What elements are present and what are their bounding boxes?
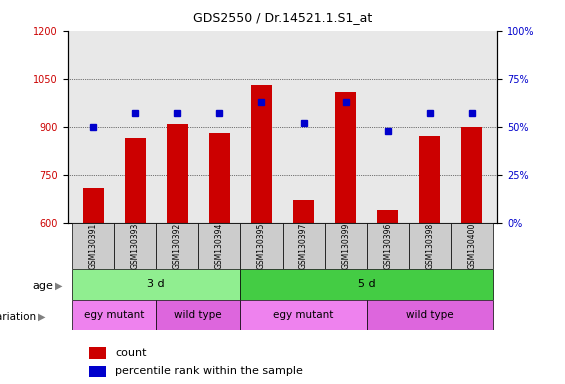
Bar: [377, 210, 398, 223]
FancyBboxPatch shape: [367, 223, 409, 269]
Text: wild type: wild type: [175, 310, 222, 320]
FancyBboxPatch shape: [367, 300, 493, 330]
Text: 5 d: 5 d: [358, 279, 376, 289]
Text: ▶: ▶: [38, 312, 46, 322]
Text: age: age: [33, 281, 54, 291]
Text: wild type: wild type: [406, 310, 454, 320]
FancyBboxPatch shape: [72, 269, 240, 300]
Bar: [89, 366, 106, 377]
FancyBboxPatch shape: [240, 223, 282, 269]
Text: GSM130397: GSM130397: [299, 223, 308, 269]
Text: 3 d: 3 d: [147, 279, 165, 289]
Text: GDS2550 / Dr.14521.1.S1_at: GDS2550 / Dr.14521.1.S1_at: [193, 12, 372, 25]
FancyBboxPatch shape: [72, 223, 114, 269]
Text: GSM130393: GSM130393: [131, 223, 140, 269]
FancyBboxPatch shape: [282, 223, 325, 269]
Text: percentile rank within the sample: percentile rank within the sample: [115, 366, 303, 376]
Text: count: count: [115, 348, 146, 358]
Bar: [293, 200, 314, 223]
Text: GSM130399: GSM130399: [341, 223, 350, 269]
FancyBboxPatch shape: [325, 223, 367, 269]
FancyBboxPatch shape: [240, 300, 367, 330]
Text: GSM130392: GSM130392: [173, 223, 182, 269]
Bar: [89, 347, 106, 359]
Text: egy mutant: egy mutant: [84, 310, 144, 320]
Text: GSM130395: GSM130395: [257, 223, 266, 269]
Text: GSM130394: GSM130394: [215, 223, 224, 269]
FancyBboxPatch shape: [156, 223, 198, 269]
Bar: [251, 85, 272, 223]
Bar: [82, 187, 103, 223]
FancyBboxPatch shape: [156, 300, 240, 330]
FancyBboxPatch shape: [72, 300, 156, 330]
FancyBboxPatch shape: [240, 269, 493, 300]
FancyBboxPatch shape: [198, 223, 240, 269]
FancyBboxPatch shape: [114, 223, 156, 269]
FancyBboxPatch shape: [409, 223, 451, 269]
Bar: [209, 133, 230, 223]
Text: GSM130396: GSM130396: [383, 223, 392, 269]
Text: ▶: ▶: [55, 281, 63, 291]
Text: GSM130400: GSM130400: [467, 223, 476, 269]
Text: GSM130398: GSM130398: [425, 223, 434, 269]
Bar: [419, 136, 440, 223]
Text: egy mutant: egy mutant: [273, 310, 334, 320]
FancyBboxPatch shape: [451, 223, 493, 269]
Text: genotype/variation: genotype/variation: [0, 312, 37, 322]
Bar: [167, 124, 188, 223]
Bar: [462, 127, 483, 223]
Bar: [335, 91, 356, 223]
Bar: [125, 138, 146, 223]
Text: GSM130391: GSM130391: [89, 223, 98, 269]
